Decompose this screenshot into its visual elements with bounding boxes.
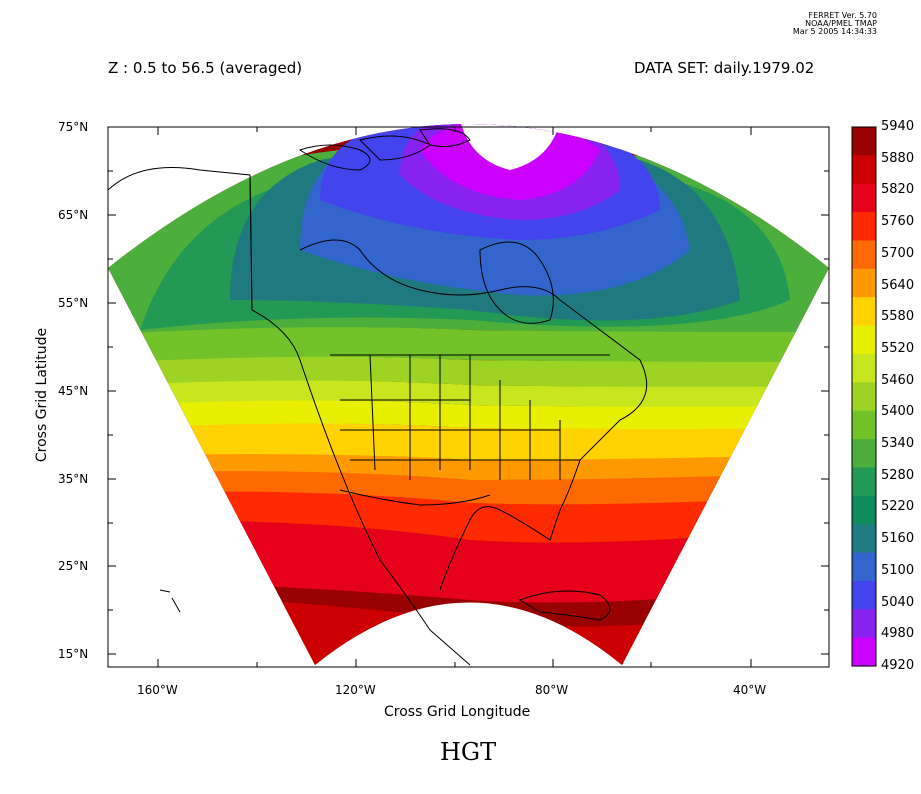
colorbar-label: 5460 <box>881 372 915 388</box>
x-axis-title: Cross Grid Longitude <box>384 704 531 720</box>
band-5700 <box>108 490 829 543</box>
lon-tick-label: 160°W <box>137 683 178 697</box>
plot-frame <box>107 126 830 668</box>
state-boundaries <box>340 354 580 480</box>
band-5760 <box>108 519 829 603</box>
colorbar-swatch <box>852 637 876 667</box>
colorbar-label: 4920 <box>881 658 915 673</box>
colorbar-label: 5100 <box>881 562 915 578</box>
axis-ticks <box>108 126 829 667</box>
hudson-bay-outline <box>479 241 554 324</box>
figure-title: HGT <box>440 738 497 766</box>
colorbar-swatch <box>852 353 876 383</box>
greenland-blank <box>460 124 560 170</box>
colorbar-label: 5640 <box>881 277 915 293</box>
alaska-border <box>249 174 253 311</box>
colorbar-label: 4980 <box>881 626 915 642</box>
band-5640 <box>108 470 829 505</box>
colorbar-label: 5160 <box>881 531 915 547</box>
colorbar-swatch <box>852 127 876 156</box>
colorbar-label: 5520 <box>881 340 915 356</box>
band-5280 <box>108 326 829 364</box>
colorbar-swatch <box>852 524 876 554</box>
colorbar-swatch <box>852 212 876 242</box>
y-axis-title: Cross Grid Latitude <box>34 327 50 463</box>
us-mexico-border <box>339 489 491 506</box>
coastlines <box>108 128 648 666</box>
ferret-stamp: FERRET Ver. 5.70 NOAA/PMEL TMAP Mar 5 20… <box>760 12 877 36</box>
colorbar-label: 5880 <box>881 150 915 166</box>
lat-tick-label: 25°N <box>58 559 89 573</box>
colorbar-swatch <box>852 183 876 213</box>
east-coast-outline <box>299 239 648 591</box>
stamp-version: FERRET Ver. 5.70 <box>808 11 877 20</box>
colorbar-swatch <box>852 439 876 469</box>
colorbar-label: 5280 <box>881 467 915 483</box>
colorbar-label: 5700 <box>881 245 915 261</box>
colorbar-swatch <box>852 155 876 185</box>
caribbean-outline <box>518 590 611 621</box>
colorbar-label: 5760 <box>881 214 915 230</box>
lon-tick-label: 120°W <box>335 683 376 697</box>
colorbar-swatch <box>852 609 876 639</box>
lat-tick-label: 75°N <box>58 120 89 134</box>
colorbar-label: 5340 <box>881 436 915 452</box>
colorbar-swatch <box>852 580 876 610</box>
lon-tick-label: 80°W <box>535 683 569 697</box>
lat-tick-label: 15°N <box>58 647 89 661</box>
colorbar <box>852 127 876 667</box>
dataset-label: DATA SET: daily.1979.02 <box>634 59 815 77</box>
colorbar-swatch <box>852 552 876 582</box>
colorbar-swatch <box>852 382 876 412</box>
colorbar-swatch <box>852 240 876 270</box>
colorbar-frame <box>851 126 877 667</box>
colorbar-label: 5580 <box>881 309 915 325</box>
stamp-org: NOAA/PMEL TMAP <box>805 19 877 28</box>
colorbar-label: 5820 <box>881 182 915 198</box>
hawaii-outline <box>159 589 181 613</box>
lat-tick-label: 55°N <box>58 296 89 310</box>
colorbar-swatch <box>852 495 876 525</box>
colorbar-label: 5040 <box>881 594 915 610</box>
z-range-label: Z : 0.5 to 56.5 (averaged) <box>108 59 303 77</box>
stamp-date: Mar 5 2005 14:34:33 <box>792 27 877 36</box>
west-coast-outline <box>108 167 471 666</box>
arctic-islands-outline <box>298 128 471 171</box>
lon-tick-label: 40°W <box>733 683 767 697</box>
colorbar-label: 5940 <box>881 119 915 134</box>
colorbar-label: 5400 <box>881 404 915 420</box>
colorbar-swatch <box>852 268 876 298</box>
colorbar-swatch <box>852 297 876 327</box>
lat-tick-label: 35°N <box>58 472 89 486</box>
colorbar-swatch <box>852 325 876 355</box>
colorbar-swatch <box>852 467 876 497</box>
lat-tick-label: 45°N <box>58 384 89 398</box>
colorbar-label: 5220 <box>881 499 915 515</box>
colorbar-swatch <box>852 410 876 440</box>
lat-tick-label: 65°N <box>58 208 89 222</box>
